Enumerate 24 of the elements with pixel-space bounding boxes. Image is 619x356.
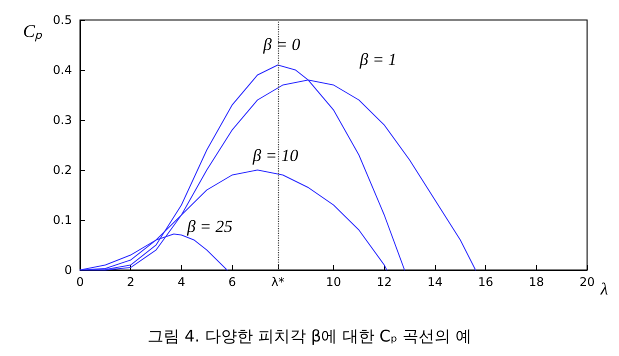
y-tick-label: 0.1	[52, 213, 72, 227]
x-tick-label: 6	[228, 275, 236, 289]
y-tick-label: 0.3	[52, 113, 72, 127]
x-tick-label: 16	[478, 275, 494, 289]
x-axis-title: λ	[600, 280, 608, 298]
y-axis-title: Cₚ	[22, 21, 43, 42]
x-tick-label: λ*	[271, 275, 284, 289]
x-tick-label: 18	[528, 275, 544, 289]
series-label: β = 25	[186, 217, 233, 236]
x-tick-label: 4	[178, 275, 186, 289]
series-label: β = 10	[252, 146, 299, 165]
x-tick-label: 12	[376, 275, 392, 289]
y-tick-label: 0.5	[52, 13, 72, 27]
y-tick-label: 0	[64, 263, 72, 277]
x-tick-label: 10	[326, 275, 342, 289]
caption: 그림 4. 다양한 피치각 β에 대한 Cₚ 곡선의 예	[147, 326, 472, 346]
y-tick-label: 0.4	[52, 63, 72, 77]
series-label: β = 0	[262, 35, 301, 54]
x-tick-label: 2	[126, 275, 135, 289]
x-tick-label: 0	[76, 275, 84, 289]
series-label: β = 1	[358, 50, 397, 69]
x-tick-label: 14	[427, 275, 443, 289]
y-tick-label: 0.2	[52, 163, 72, 177]
x-tick-label: 20	[579, 275, 595, 289]
